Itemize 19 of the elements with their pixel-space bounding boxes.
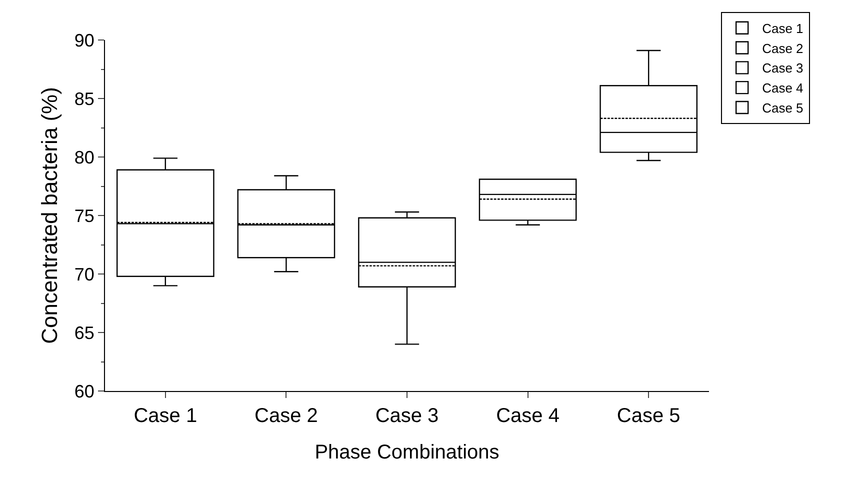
y-tick-label: 90 [74,30,94,50]
y-tick-label: 85 [74,88,94,109]
legend-label: Case 2 [762,40,804,56]
x-tick-label: Case 5 [616,405,680,427]
legend-label: Case 4 [762,80,804,96]
y-tick-label: 70 [74,264,94,284]
y-tick-label: 60 [74,381,94,402]
x-axis-title: Phase Combinations [314,442,500,464]
legend-label: Case 5 [762,100,804,116]
x-tick-label: Case 1 [134,405,198,427]
y-tick-label: 80 [74,147,94,168]
legend-label: Case 3 [762,60,804,76]
y-tick-label: 75 [74,206,94,226]
x-tick-label: Case 3 [375,405,439,427]
x-tick-label: Case 4 [496,405,560,427]
legend-label: Case 1 [762,20,804,36]
x-tick-label: Case 2 [254,405,318,427]
y-tick-label: 65 [74,322,94,343]
y-axis-title: Concentrated bacteria (%) [37,87,62,344]
